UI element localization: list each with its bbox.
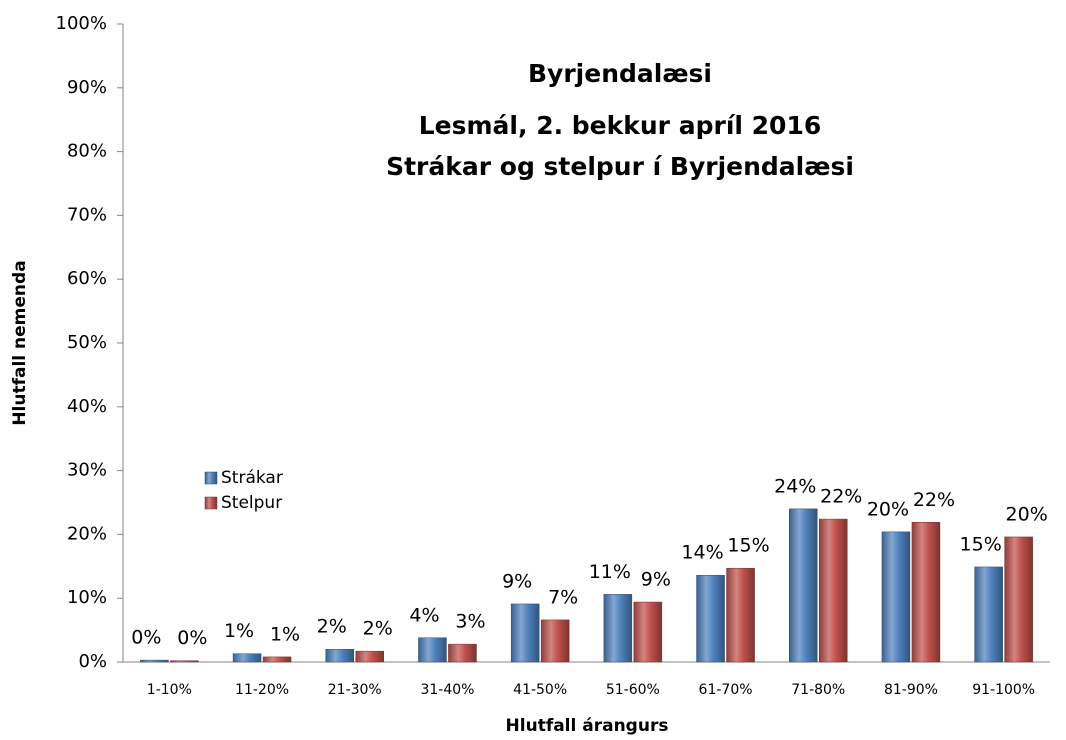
- bar: [448, 643, 477, 663]
- bar: [696, 574, 725, 663]
- y-tick-label: 100%: [56, 13, 107, 34]
- bar: [262, 656, 292, 663]
- bar: [633, 601, 663, 663]
- data-label: 15%: [960, 533, 1002, 555]
- y-tick-label: 30%: [67, 460, 107, 481]
- bar: [140, 659, 169, 663]
- data-label: 1%: [224, 620, 254, 642]
- y-tick-label: 90%: [67, 77, 107, 98]
- data-label: 3%: [455, 611, 485, 633]
- data-label: 20%: [867, 498, 909, 520]
- data-label: 0%: [131, 627, 161, 649]
- x-tick-label: 1-10%: [147, 682, 192, 698]
- y-axis-title: Hlutfall nemenda: [10, 260, 30, 425]
- bar: [355, 650, 384, 663]
- chart-title: Byrjendalæsi: [528, 59, 712, 88]
- data-label: 0%: [177, 627, 207, 649]
- bar: [603, 594, 633, 663]
- y-tick-label: 60%: [67, 268, 107, 289]
- bar: [789, 508, 818, 663]
- bar: [510, 603, 540, 663]
- y-tick-label: 80%: [67, 141, 107, 162]
- bar: [819, 518, 848, 663]
- data-label: 15%: [727, 535, 769, 557]
- bar: [881, 531, 911, 663]
- bar: [726, 567, 755, 663]
- legend-swatch: [204, 471, 218, 485]
- x-tick-label: 41-50%: [513, 682, 567, 698]
- data-label: 20%: [1006, 503, 1048, 525]
- data-label: 14%: [681, 542, 723, 564]
- y-tick-label: 0%: [78, 651, 107, 672]
- data-label: 22%: [820, 486, 862, 508]
- y-tick-label: 70%: [67, 204, 107, 225]
- bar: [974, 566, 1003, 663]
- chart-title: Lesmál, 2. bekkur apríl 2016: [419, 111, 822, 140]
- y-tick-label: 50%: [67, 332, 107, 353]
- data-label: 4%: [409, 604, 439, 626]
- bar: [170, 660, 199, 663]
- bar: [325, 648, 354, 663]
- data-label: 2%: [363, 618, 393, 640]
- x-tick-label: 31-40%: [420, 682, 474, 698]
- y-tick-label: 10%: [67, 587, 107, 608]
- x-tick-label: 61-70%: [699, 682, 753, 698]
- data-label: 7%: [548, 586, 578, 608]
- chart-title: Strákar og stelpur í Byrjendalæsi: [386, 152, 854, 181]
- y-tick-label: 40%: [67, 396, 107, 417]
- data-label: 2%: [317, 616, 347, 638]
- x-tick-label: 71-80%: [791, 682, 845, 698]
- x-tick-label: 51-60%: [606, 682, 660, 698]
- legend-label: Strákar: [221, 468, 283, 488]
- data-label: 9%: [502, 570, 532, 592]
- x-tick-label: 91-100%: [972, 682, 1035, 698]
- data-label: 11%: [589, 561, 631, 583]
- bar: [540, 619, 570, 663]
- data-label: 9%: [641, 569, 671, 591]
- bar: [911, 522, 941, 663]
- x-tick-label: 11-20%: [235, 682, 289, 698]
- bar: [418, 637, 447, 663]
- data-label: 24%: [774, 475, 816, 497]
- bar: [1004, 536, 1033, 663]
- x-tick-label: 21-30%: [328, 682, 382, 698]
- bar: [232, 653, 262, 663]
- legend-swatch: [204, 496, 218, 510]
- x-tick-label: 81-90%: [884, 682, 938, 698]
- data-label: 22%: [913, 489, 955, 511]
- x-axis-title: Hlutfall árangurs: [506, 716, 669, 736]
- legend-label: Stelpur: [221, 493, 282, 513]
- y-tick-label: 20%: [67, 523, 107, 544]
- data-label: 1%: [270, 623, 300, 645]
